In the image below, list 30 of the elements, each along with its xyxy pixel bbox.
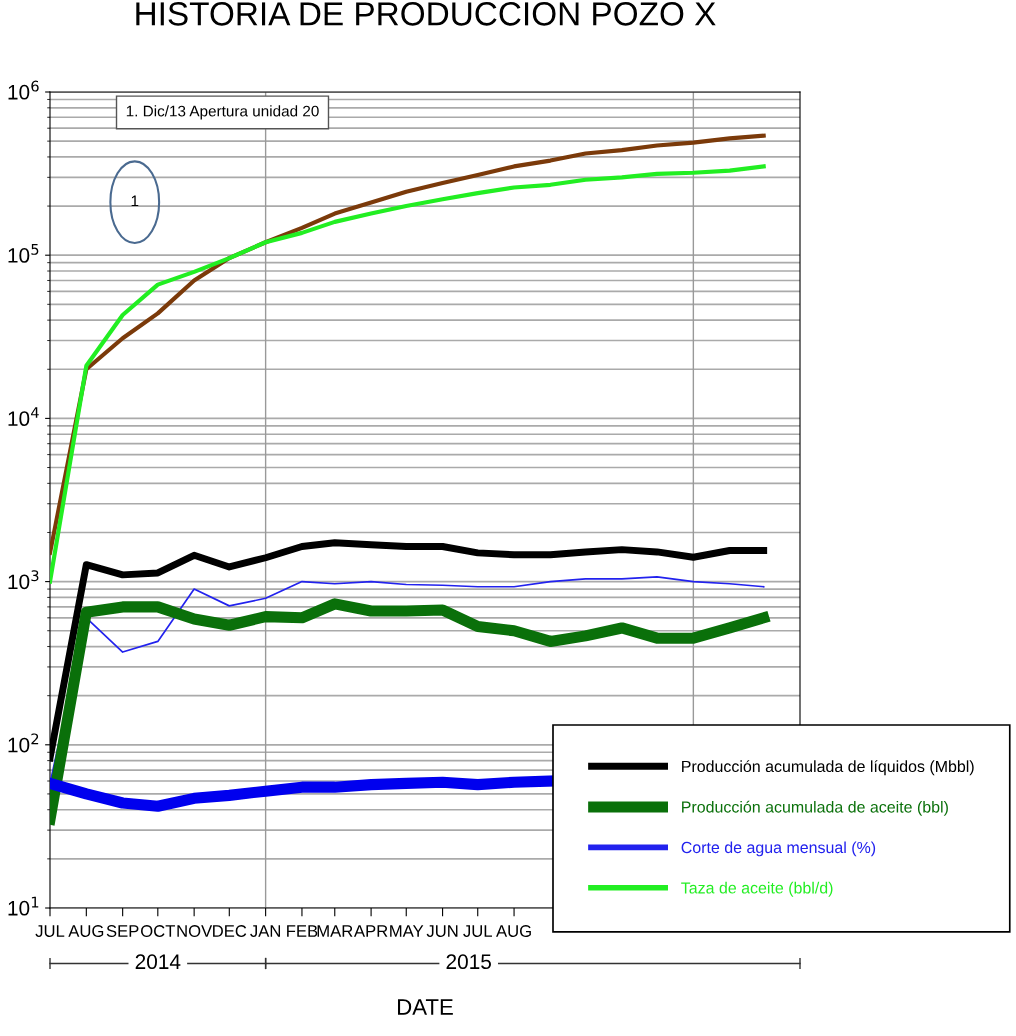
y-tick-label: 10$^{3}$ — [8, 570, 39, 590]
x-tick-label: AUG — [496, 925, 531, 937]
text: Taza de aceite (bbl/d) — [681, 881, 833, 897]
text: 2014 — [135, 954, 181, 970]
chart-title: HISTORIA DE PRODUCCION POZO X — [136, 2, 716, 26]
y-tick-label: 10$^{1}$ — [8, 896, 39, 916]
y-tick-label: 10$^{6}$ — [8, 80, 39, 100]
text: 2015 — [446, 954, 491, 970]
x-tick-label: JUL — [35, 925, 65, 937]
annotation: 1. Dic/13 Apertura unidad 20 — [126, 105, 319, 120]
x-tick-label: JUL — [463, 925, 492, 937]
x-tick-label: NOV — [177, 925, 213, 937]
text: Producción acumulada de líquidos (Mbbl) — [682, 760, 974, 776]
x-axis-title: DATE — [398, 999, 453, 1015]
x-tick-label: OCT — [141, 925, 176, 937]
x-tick-label: MAY — [390, 925, 424, 937]
x-tick-label: JUN — [426, 925, 458, 937]
x-tick-label: FEB — [287, 925, 318, 937]
x-tick-label: AUG — [68, 925, 104, 937]
x-tick-label: MAR — [317, 925, 353, 937]
annotation: 1 — [131, 195, 139, 207]
x-tick-label: SEP — [106, 925, 139, 937]
text: Corte de agua mensual (%) — [681, 841, 876, 857]
x-tick-label: DEC — [213, 925, 247, 937]
text: Producción acumulada de aceite (bbl) — [682, 800, 948, 816]
y-tick-label: 10$^{5}$ — [8, 244, 39, 263]
x-tick-label: APR — [353, 925, 388, 937]
y-tick-label: 10$^{2}$ — [8, 733, 39, 753]
x-tick-label: JAN — [250, 925, 281, 937]
y-tick-label: 10$^{4}$ — [8, 407, 39, 427]
